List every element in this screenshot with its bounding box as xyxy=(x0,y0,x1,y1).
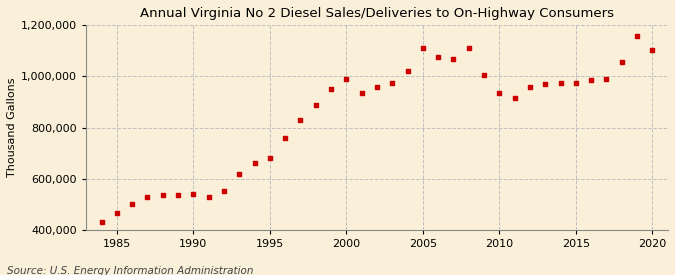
Point xyxy=(188,192,198,196)
Point xyxy=(356,91,367,95)
Point xyxy=(402,69,413,73)
Point xyxy=(219,189,230,194)
Point xyxy=(157,193,168,197)
Point xyxy=(203,194,214,199)
Point xyxy=(524,84,535,89)
Point xyxy=(586,78,597,82)
Text: Source: U.S. Energy Information Administration: Source: U.S. Energy Information Administ… xyxy=(7,266,253,275)
Point xyxy=(647,47,658,52)
Point xyxy=(234,171,244,176)
Point xyxy=(510,96,520,100)
Title: Annual Virginia No 2 Diesel Sales/Deliveries to On-Highway Consumers: Annual Virginia No 2 Diesel Sales/Delive… xyxy=(140,7,614,20)
Y-axis label: Thousand Gallons: Thousand Gallons xyxy=(7,78,17,177)
Point xyxy=(494,91,505,95)
Point xyxy=(111,211,122,215)
Point xyxy=(96,220,107,224)
Point xyxy=(127,202,138,207)
Point xyxy=(556,81,566,85)
Point xyxy=(310,102,321,107)
Point xyxy=(249,161,260,166)
Point xyxy=(341,77,352,81)
Point xyxy=(142,194,153,199)
Point xyxy=(570,81,581,85)
Point xyxy=(279,136,290,140)
Point xyxy=(417,46,428,51)
Point xyxy=(325,87,336,91)
Point xyxy=(173,193,184,197)
Point xyxy=(371,84,382,89)
Point xyxy=(463,46,474,51)
Point xyxy=(448,56,459,61)
Point xyxy=(479,73,489,77)
Point xyxy=(265,156,275,160)
Point xyxy=(632,33,643,38)
Point xyxy=(387,81,398,85)
Point xyxy=(616,60,627,65)
Point xyxy=(295,118,306,122)
Point xyxy=(540,82,551,86)
Point xyxy=(601,77,612,81)
Point xyxy=(433,55,443,59)
